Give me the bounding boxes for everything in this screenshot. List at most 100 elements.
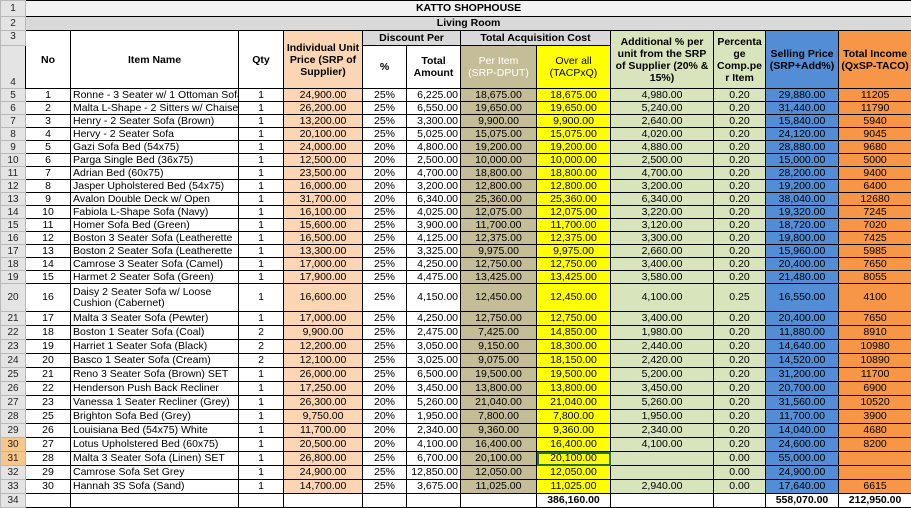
cell: 6615 bbox=[839, 480, 911, 494]
cell: 20% bbox=[363, 141, 407, 154]
cell: 31,560.00 bbox=[766, 396, 839, 410]
cell: 8055 bbox=[839, 271, 911, 284]
cell: 12,050.00 bbox=[461, 466, 537, 480]
column-header: Qty bbox=[239, 31, 284, 89]
cell: 4,700.00 bbox=[407, 167, 461, 180]
row-number: 6 bbox=[1, 102, 26, 115]
cell: 11 bbox=[26, 219, 71, 232]
cell: 30 bbox=[26, 480, 71, 494]
cell: 12,750.00 bbox=[461, 258, 537, 271]
cell: Parga Single Bed (36x75) bbox=[71, 154, 239, 167]
cell: 19,320.00 bbox=[766, 206, 839, 219]
cell: 8200 bbox=[839, 438, 911, 452]
cell: 1 bbox=[239, 141, 284, 154]
cell: 24,600.00 bbox=[766, 438, 839, 452]
cell: 13,200.00 bbox=[284, 115, 363, 128]
section-title: Living Room bbox=[26, 17, 911, 31]
cell: 25% bbox=[363, 284, 407, 312]
cell: 16,000.00 bbox=[284, 180, 363, 193]
cell: 23,500.00 bbox=[284, 167, 363, 180]
row-number: 15 bbox=[1, 219, 26, 232]
cell: Boston 2 Seater Sofa (Leatherette bbox=[71, 245, 239, 258]
cell: 19,650.00 bbox=[537, 102, 611, 115]
cell: 3,200.00 bbox=[611, 180, 714, 193]
cell: 10890 bbox=[839, 354, 911, 368]
cell: 18,800.00 bbox=[537, 167, 611, 180]
row-number: 14 bbox=[1, 206, 26, 219]
cell: 20% bbox=[363, 424, 407, 438]
cell: 3,580.00 bbox=[611, 271, 714, 284]
cell: 1 bbox=[239, 424, 284, 438]
cell: 12680 bbox=[839, 193, 911, 206]
cell bbox=[71, 494, 239, 508]
cell: 24,000.00 bbox=[284, 141, 363, 154]
cell: 15,075.00 bbox=[461, 128, 537, 141]
cell: 6 bbox=[26, 154, 71, 167]
cell: 18 bbox=[26, 326, 71, 340]
cell: 2,500.00 bbox=[407, 154, 461, 167]
cell: 1 bbox=[239, 167, 284, 180]
cell: 15,960.00 bbox=[766, 245, 839, 258]
cell: 5,260.00 bbox=[611, 396, 714, 410]
cell: 25% bbox=[363, 452, 407, 466]
row-number: 18 bbox=[1, 258, 26, 271]
cell: 25% bbox=[363, 128, 407, 141]
cell: 5,025.00 bbox=[407, 128, 461, 141]
cell: 15,075.00 bbox=[537, 128, 611, 141]
cell: 18,675.00 bbox=[461, 89, 537, 102]
cell: 7020 bbox=[839, 219, 911, 232]
cell: 10520 bbox=[839, 396, 911, 410]
row-number: 25 bbox=[1, 368, 26, 382]
cell: 2,940.00 bbox=[611, 480, 714, 494]
cell: Ronne - 3 Seater w/ 1 Ottoman Sofa bbox=[71, 89, 239, 102]
cell: 38,040.00 bbox=[766, 193, 839, 206]
row-number: 28 bbox=[1, 410, 26, 424]
cell: 1 bbox=[239, 382, 284, 396]
cell: 6,500.00 bbox=[407, 368, 461, 382]
cell: 9,975.00 bbox=[461, 245, 537, 258]
cell: 7,800.00 bbox=[461, 410, 537, 424]
cell: 0.00 bbox=[714, 466, 766, 480]
cell: 5985 bbox=[839, 245, 911, 258]
row-number: 24 bbox=[1, 354, 26, 368]
cell: 4 bbox=[26, 128, 71, 141]
cell: 21 bbox=[26, 368, 71, 382]
cell: 7245 bbox=[839, 206, 911, 219]
cell: 5,200.00 bbox=[611, 368, 714, 382]
cell: 15,840.00 bbox=[766, 115, 839, 128]
cell: 1 bbox=[239, 245, 284, 258]
cell: 11790 bbox=[839, 102, 911, 115]
cell: 6,225.00 bbox=[407, 89, 461, 102]
cell: 1 bbox=[239, 271, 284, 284]
cell: 20% bbox=[363, 382, 407, 396]
cell: 31,440.00 bbox=[766, 102, 839, 115]
cell: 14,700.00 bbox=[284, 480, 363, 494]
cell: 0.20 bbox=[714, 396, 766, 410]
cell bbox=[26, 494, 71, 508]
cell: 10,000.00 bbox=[461, 154, 537, 167]
cell: 23 bbox=[26, 396, 71, 410]
cell: 2,640.00 bbox=[611, 115, 714, 128]
cell: 3,300.00 bbox=[407, 115, 461, 128]
cell: 0.20 bbox=[714, 424, 766, 438]
column-header: Discount Per bbox=[363, 31, 461, 46]
cell: 4,125.00 bbox=[407, 232, 461, 245]
row-number: 26 bbox=[1, 382, 26, 396]
cell: 2 bbox=[239, 354, 284, 368]
row-number: 13 bbox=[1, 193, 26, 206]
column-header: Selling Price (SRP+Add%) bbox=[766, 31, 839, 89]
cell: 12,375.00 bbox=[461, 232, 537, 245]
cell: Louisiana Bed (54x75) White bbox=[71, 424, 239, 438]
cell: Malta 3 Seater Sofa (Linen) SET bbox=[71, 452, 239, 466]
total-cell: 558,070.00 bbox=[766, 494, 839, 508]
cell bbox=[239, 494, 284, 508]
cell: 55,000.00 bbox=[766, 452, 839, 466]
row-number: 4 bbox=[1, 46, 26, 89]
cell: 6,340.00 bbox=[407, 193, 461, 206]
cell: 5000 bbox=[839, 154, 911, 167]
